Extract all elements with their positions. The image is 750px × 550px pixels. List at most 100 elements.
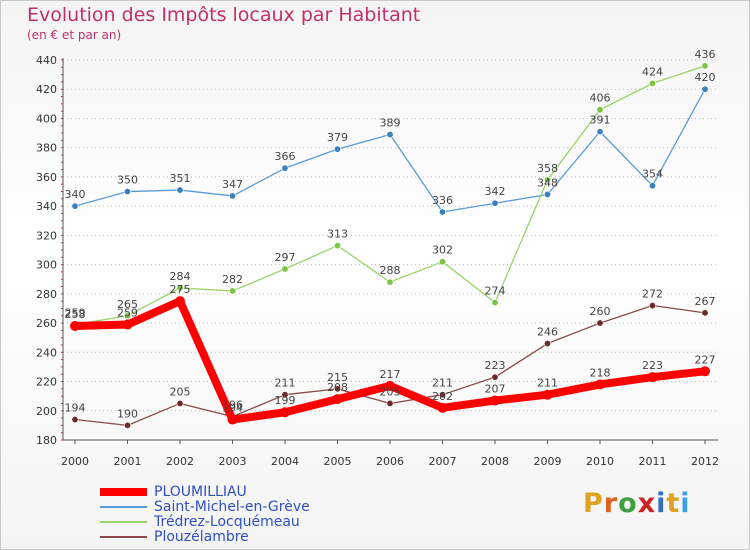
data-label: 351: [170, 172, 191, 185]
data-label: 227: [695, 353, 716, 366]
y-tick-label: 380: [36, 142, 57, 155]
data-point: [122, 319, 133, 330]
legend-item: Plouzélambre: [100, 529, 360, 545]
data-point: [176, 284, 184, 292]
data-label: 205: [170, 385, 191, 398]
x-tick-label: 2003: [219, 455, 247, 468]
data-point: [229, 192, 237, 200]
legend-swatch: [100, 521, 147, 523]
legend-label: Saint-Michel-en-Grève: [154, 499, 310, 515]
data-label: 340: [65, 188, 86, 201]
x-tick-label: 2008: [481, 455, 509, 468]
logo-letter: o: [618, 488, 638, 519]
data-point: [647, 372, 658, 383]
x-tick-label: 2009: [534, 455, 562, 468]
x-tick-label: 2004: [271, 455, 299, 468]
data-point: [700, 366, 710, 377]
x-tick-label: 2002: [166, 455, 194, 468]
data-point: [175, 296, 185, 307]
data-label: 302: [432, 244, 453, 257]
data-label: 391: [590, 114, 611, 127]
logo-letter: x: [637, 488, 657, 519]
data-label: 336: [432, 194, 453, 207]
data-label: 274: [485, 285, 506, 298]
proxiti-logo: Proxiti: [583, 488, 691, 519]
data-point: [701, 62, 709, 70]
data-label: 223: [642, 359, 663, 372]
data-label: 199: [275, 394, 296, 407]
data-point: [386, 278, 394, 286]
y-tick-label: 200: [36, 405, 57, 418]
legend-label: Trédrez-Locquémeau: [154, 514, 300, 530]
data-point: [386, 399, 394, 407]
data-label: 218: [590, 366, 611, 379]
data-point: [124, 312, 132, 320]
data-point: [438, 208, 446, 216]
y-tick-label: 240: [36, 346, 57, 359]
data-point: [227, 414, 238, 425]
data-point: [596, 106, 604, 114]
data-point: [438, 258, 446, 266]
legend-item: Saint-Michel-en-Grève: [100, 499, 360, 515]
logo-letter: i: [680, 488, 691, 519]
data-point: [490, 395, 500, 406]
data-label: 194: [65, 402, 86, 415]
data-label: 211: [275, 377, 296, 390]
chart-title: Evolution des Impôts locaux par Habitant: [27, 4, 421, 26]
data-point: [124, 188, 132, 196]
legend-swatch: [100, 488, 147, 496]
data-point: [385, 380, 395, 391]
data-point: [280, 407, 290, 418]
data-point: [542, 389, 553, 400]
data-label: 424: [642, 65, 663, 78]
data-label: 342: [485, 185, 506, 198]
data-label: 284: [170, 270, 191, 283]
y-tick-label: 260: [36, 317, 57, 330]
data-point: [333, 385, 341, 393]
legend-label: PLOUMILLIAU: [154, 484, 247, 500]
data-label: 217: [380, 368, 401, 381]
data-point: [71, 416, 79, 424]
y-tick-label: 360: [36, 171, 57, 184]
y-tick-label: 320: [36, 229, 57, 242]
y-tick-label: 340: [36, 200, 57, 213]
legend-swatch: [100, 506, 147, 508]
data-label: 288: [380, 264, 401, 277]
data-label: 207: [485, 383, 506, 396]
data-point: [386, 131, 394, 139]
data-point: [124, 421, 132, 429]
data-point: [543, 340, 551, 348]
data-point: [71, 202, 79, 210]
y-tick-label: 420: [36, 83, 57, 96]
data-label: 208: [327, 381, 348, 394]
data-point: [70, 321, 80, 331]
x-tick-label: 2010: [586, 455, 614, 468]
chart-legend: PLOUMILLIAU Saint-Michel-en-Grève Trédrez-…: [100, 484, 360, 545]
data-label: 259: [117, 307, 138, 320]
data-label: 350: [117, 174, 138, 187]
x-tick-label: 2000: [61, 455, 89, 468]
data-point: [648, 182, 656, 190]
data-point: [491, 373, 499, 381]
data-point: [543, 176, 551, 184]
data-label: 223: [485, 359, 506, 372]
data-point: [491, 199, 499, 207]
y-tick-label: 400: [36, 112, 57, 125]
y-tick-label: 220: [36, 376, 57, 389]
data-label: 275: [170, 283, 191, 296]
data-label: 260: [590, 305, 611, 318]
y-tick-label: 180: [36, 434, 57, 447]
data-label: 265: [117, 298, 138, 311]
series-line-plouz-lambre: [74, 304, 706, 427]
data-label: 190: [117, 407, 138, 420]
logo-letter: t: [666, 488, 681, 519]
chart-subtitle: (en € et par an): [27, 28, 122, 42]
data-point: [176, 399, 184, 407]
data-label: 267: [695, 295, 716, 308]
data-label: 258: [65, 308, 86, 321]
data-point: [595, 379, 605, 390]
data-label: 272: [642, 288, 663, 301]
logo-letter: i: [656, 488, 667, 519]
data-label: 282: [222, 273, 243, 286]
